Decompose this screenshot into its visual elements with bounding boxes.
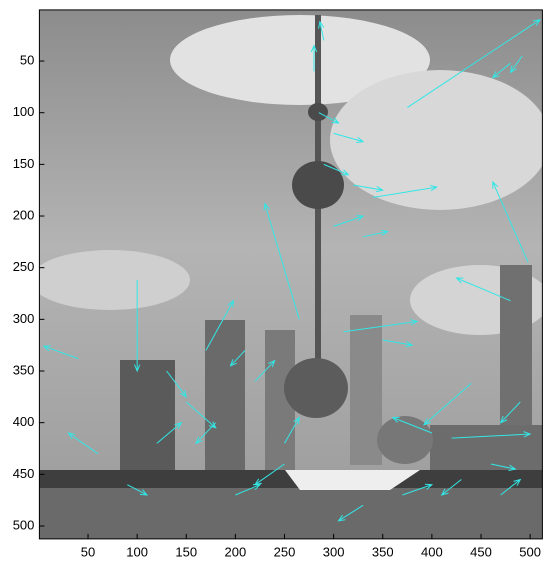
x-tick-label: 150: [175, 544, 197, 559]
x-tick-label: 250: [274, 544, 296, 559]
y-tick-label: 150: [13, 156, 35, 171]
photo: [30, 9, 547, 540]
x-tick-label: 500: [519, 544, 541, 559]
y-tick-label: 350: [13, 362, 35, 377]
y-tick-label: 450: [13, 466, 35, 481]
y-tick-label: 500: [13, 517, 35, 532]
x-tick-label: 400: [421, 544, 443, 559]
x-tick-label: 100: [126, 544, 148, 559]
y-tick-label: 300: [13, 311, 35, 326]
y-tick-label: 200: [13, 207, 35, 222]
y-tick-label: 250: [13, 259, 35, 274]
y-tick-label: 50: [20, 52, 34, 67]
x-tick-label: 300: [323, 544, 345, 559]
x-tick-label: 350: [372, 544, 394, 559]
y-tick-label: 100: [13, 104, 35, 119]
y-tick-label: 400: [13, 414, 35, 429]
chart: 50 100 150 200 250 300 350 400 450 500 50 100 150 200…: [0, 0, 547, 563]
x-tick-label: 200: [225, 544, 247, 559]
x-tick-label: 450: [470, 544, 492, 559]
x-tick-label: 50: [81, 544, 95, 559]
